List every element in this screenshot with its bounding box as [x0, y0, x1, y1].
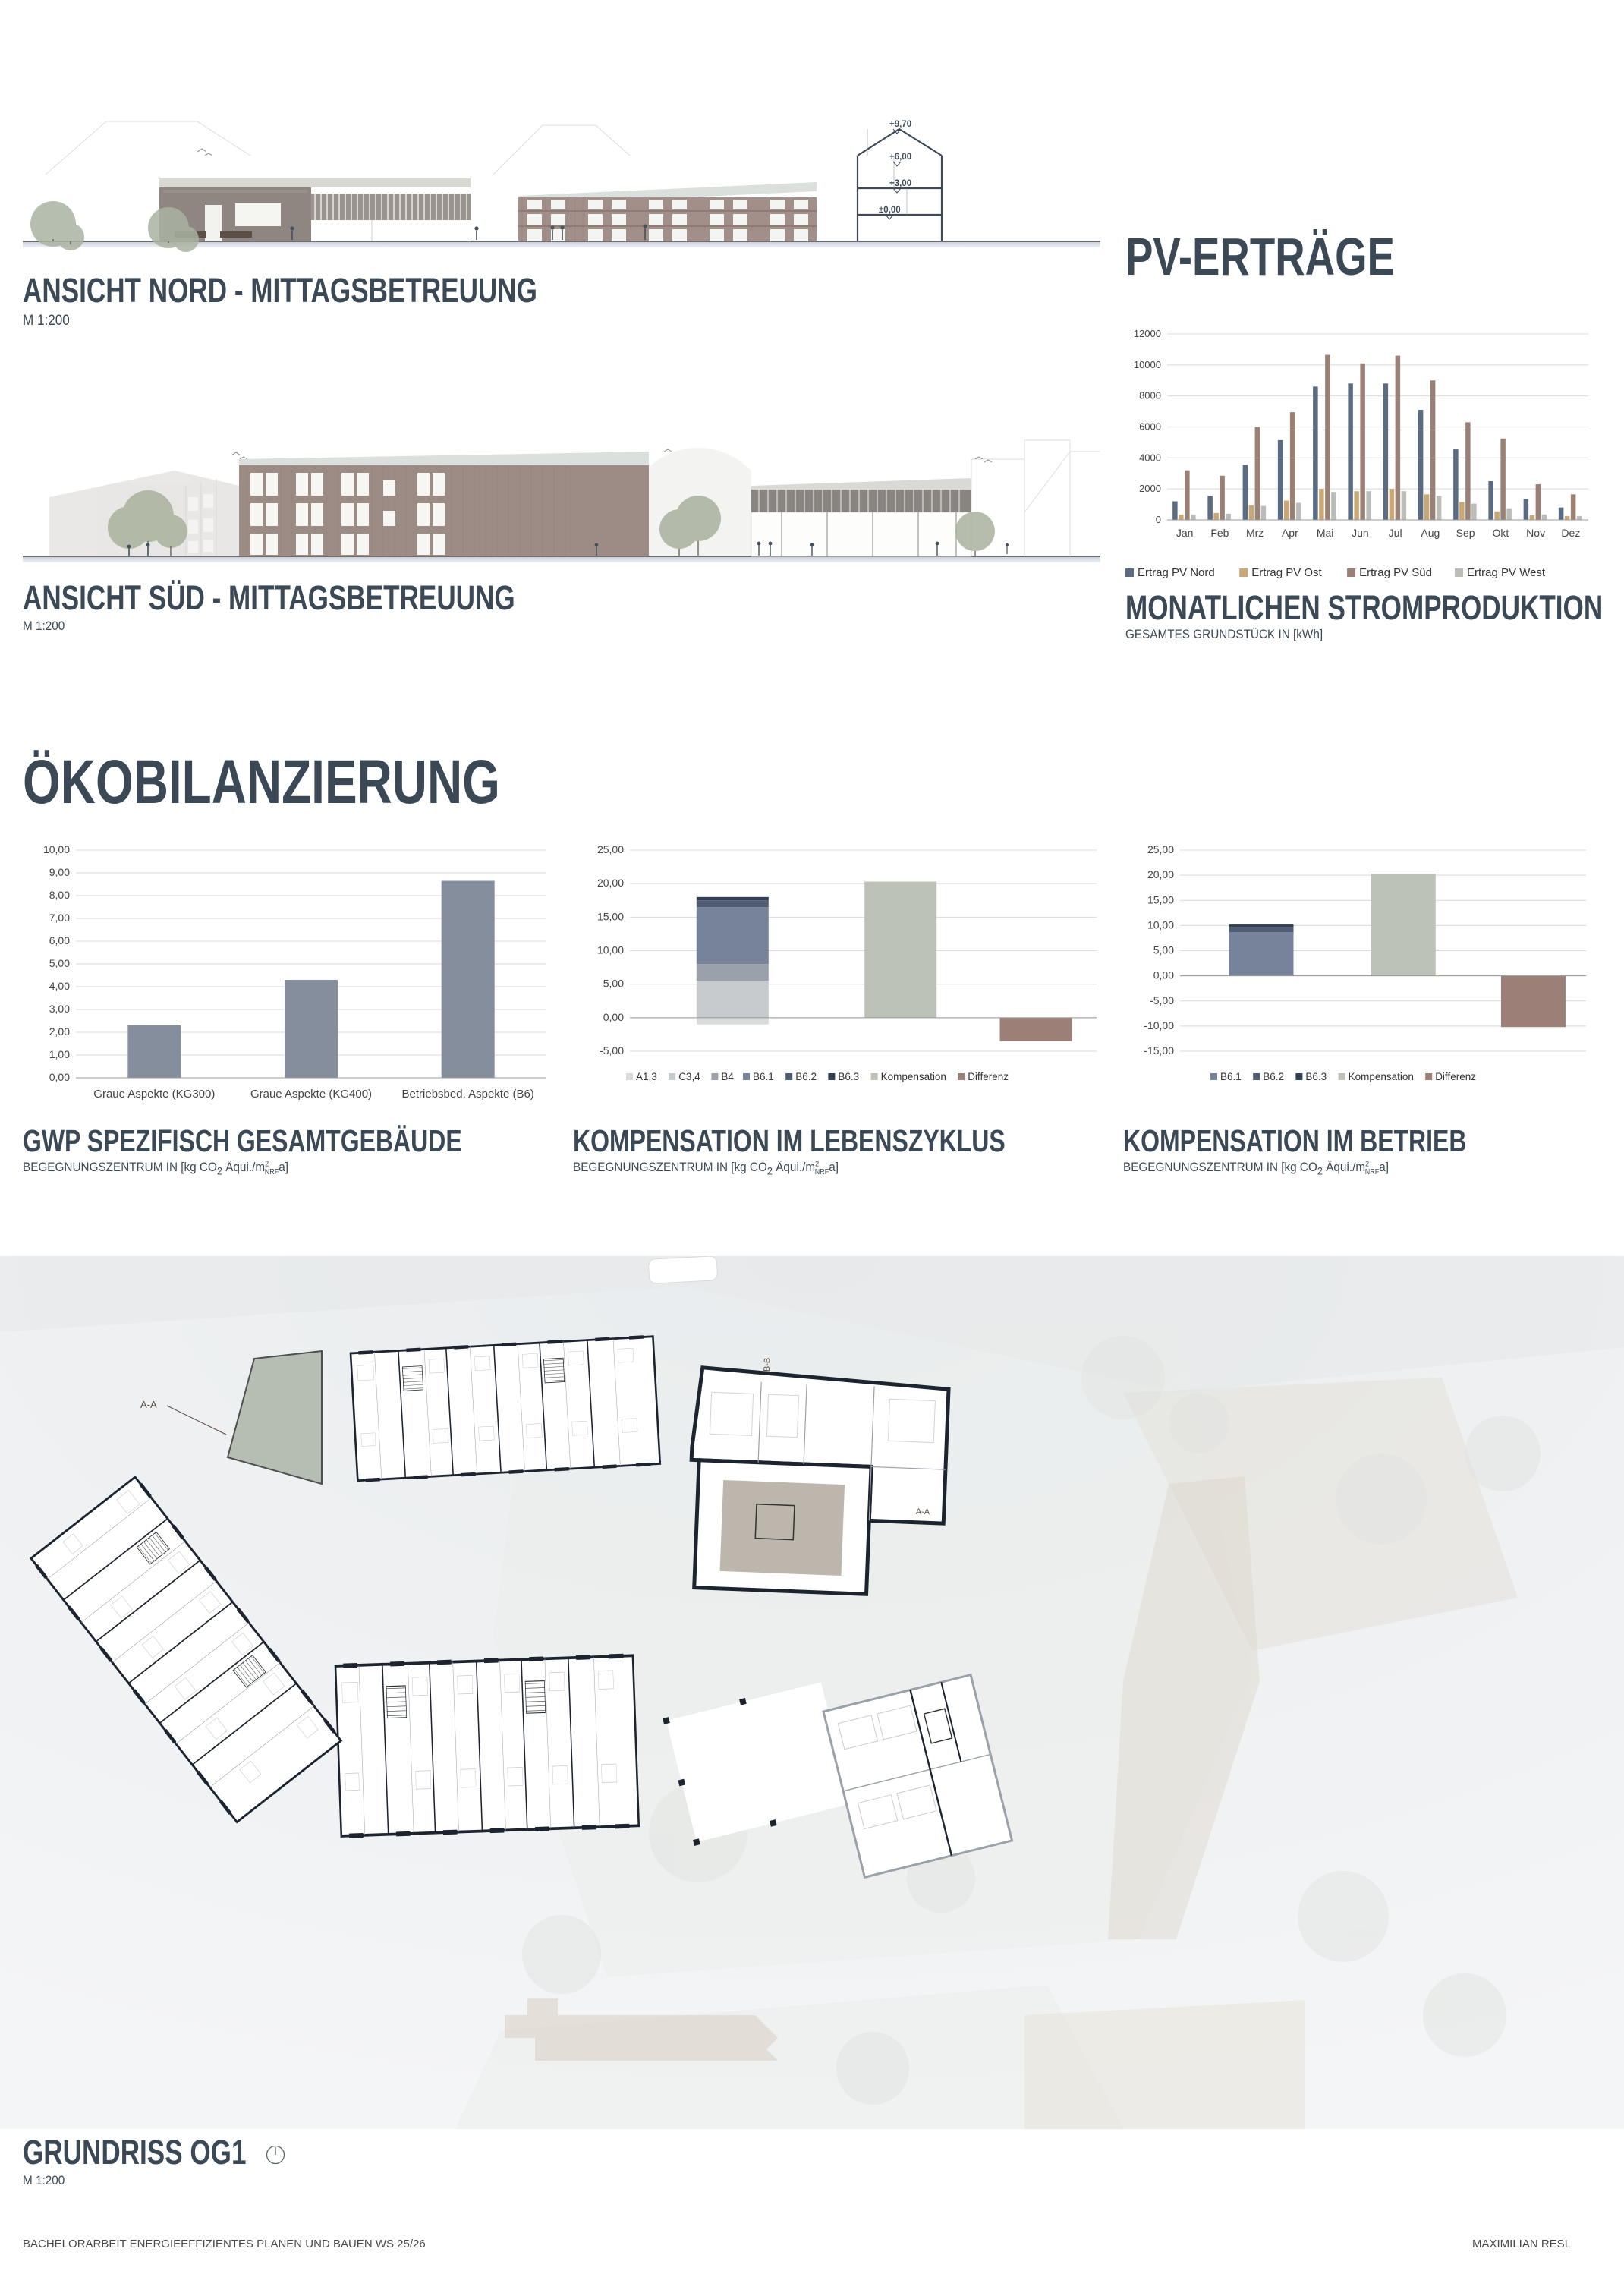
svg-text:4,00: 4,00: [49, 980, 70, 992]
svg-text:0,00: 0,00: [1153, 969, 1174, 981]
svg-text:+9,70: +9,70: [889, 120, 911, 129]
svg-text:-15,00: -15,00: [1144, 1044, 1174, 1057]
svg-text:B6.3: B6.3: [838, 1071, 859, 1082]
svg-text:5,00: 5,00: [1153, 944, 1174, 956]
svg-text:Jun: Jun: [1352, 527, 1369, 539]
svg-text:Nov: Nov: [1526, 527, 1545, 539]
svg-text:Okt: Okt: [1492, 527, 1509, 539]
svg-text:5,00: 5,00: [603, 978, 624, 990]
svg-text:10,00: 10,00: [597, 944, 624, 956]
svg-text:+6,00: +6,00: [889, 153, 911, 162]
svg-text:Ertrag PV Süd: Ertrag PV Süd: [1359, 566, 1432, 579]
svg-text:15,00: 15,00: [1147, 893, 1174, 905]
svg-text:Aug: Aug: [1421, 527, 1440, 539]
svg-text:A1,3: A1,3: [636, 1071, 657, 1082]
svg-text:Jul: Jul: [1389, 527, 1402, 539]
svg-text:8000: 8000: [1139, 390, 1161, 402]
svg-text:B6.2: B6.2: [795, 1071, 817, 1082]
svg-text:-5,00: -5,00: [1150, 994, 1174, 1006]
svg-text:Ertrag PV Ost: Ertrag PV Ost: [1251, 566, 1322, 579]
svg-text:B4: B4: [721, 1071, 734, 1082]
svg-text:-10,00: -10,00: [1144, 1019, 1174, 1031]
svg-text:4000: 4000: [1139, 452, 1161, 463]
svg-text:10000: 10000: [1134, 359, 1161, 370]
svg-text:B6.2: B6.2: [1263, 1071, 1284, 1082]
svg-text:B6.3: B6.3: [1305, 1071, 1327, 1082]
svg-text:Graue Aspekte (KG400): Graue Aspekte (KG400): [250, 1088, 372, 1101]
svg-text:Ertrag PV Nord: Ertrag PV Nord: [1138, 566, 1215, 579]
svg-text:20,00: 20,00: [1147, 868, 1174, 880]
svg-text:Differenz: Differenz: [1435, 1071, 1476, 1082]
svg-text:0,00: 0,00: [603, 1011, 624, 1023]
svg-text:±0,00: ±0,00: [879, 206, 901, 215]
svg-text:Differenz: Differenz: [968, 1071, 1009, 1082]
svg-text:12000: 12000: [1134, 328, 1161, 339]
svg-text:0: 0: [1156, 514, 1161, 525]
svg-text:Kompensation: Kompensation: [1349, 1071, 1414, 1082]
svg-text:Dez: Dez: [1561, 527, 1580, 539]
svg-text:Ertrag PV West: Ertrag PV West: [1467, 566, 1546, 579]
svg-text:10,00: 10,00: [1147, 918, 1174, 931]
svg-text:Mai: Mai: [1317, 527, 1334, 539]
svg-text:25,00: 25,00: [1147, 843, 1174, 855]
svg-text:2,00: 2,00: [49, 1025, 70, 1038]
svg-text:7,00: 7,00: [49, 912, 70, 924]
svg-text:10,00: 10,00: [43, 843, 70, 855]
svg-text:6,00: 6,00: [49, 934, 70, 946]
svg-text:Mrz: Mrz: [1246, 527, 1264, 539]
svg-text:8,00: 8,00: [49, 889, 70, 901]
svg-text:A-A: A-A: [140, 1399, 157, 1410]
svg-text:3,00: 3,00: [49, 1003, 70, 1015]
svg-text:Betriebsbed. Aspekte (B6): Betriebsbed. Aspekte (B6): [402, 1088, 534, 1101]
svg-text:Sep: Sep: [1456, 527, 1475, 539]
svg-text:B6.1: B6.1: [753, 1071, 774, 1082]
svg-text:0,00: 0,00: [49, 1071, 70, 1083]
svg-text:15,00: 15,00: [597, 910, 624, 922]
svg-text:C3,4: C3,4: [678, 1071, 700, 1082]
svg-text:20,00: 20,00: [597, 877, 624, 889]
svg-text:B6.1: B6.1: [1220, 1071, 1242, 1082]
svg-text:2000: 2000: [1139, 483, 1161, 494]
svg-text:Apr: Apr: [1282, 527, 1298, 539]
svg-text:B-B: B-B: [763, 1358, 773, 1372]
svg-text:-5,00: -5,00: [600, 1044, 624, 1057]
svg-text:A-A: A-A: [916, 1507, 930, 1517]
svg-text:Kompensation: Kompensation: [881, 1071, 946, 1082]
svg-text:Feb: Feb: [1210, 527, 1229, 539]
svg-text:Jan: Jan: [1176, 527, 1194, 539]
svg-text:+3,00: +3,00: [889, 179, 911, 188]
svg-text:9,00: 9,00: [49, 866, 70, 878]
svg-text:5,00: 5,00: [49, 957, 70, 969]
svg-text:6000: 6000: [1139, 421, 1161, 433]
svg-text:Graue Aspekte (KG300): Graue Aspekte (KG300): [93, 1088, 215, 1101]
svg-text:1,00: 1,00: [49, 1048, 70, 1060]
svg-text:25,00: 25,00: [597, 843, 624, 855]
